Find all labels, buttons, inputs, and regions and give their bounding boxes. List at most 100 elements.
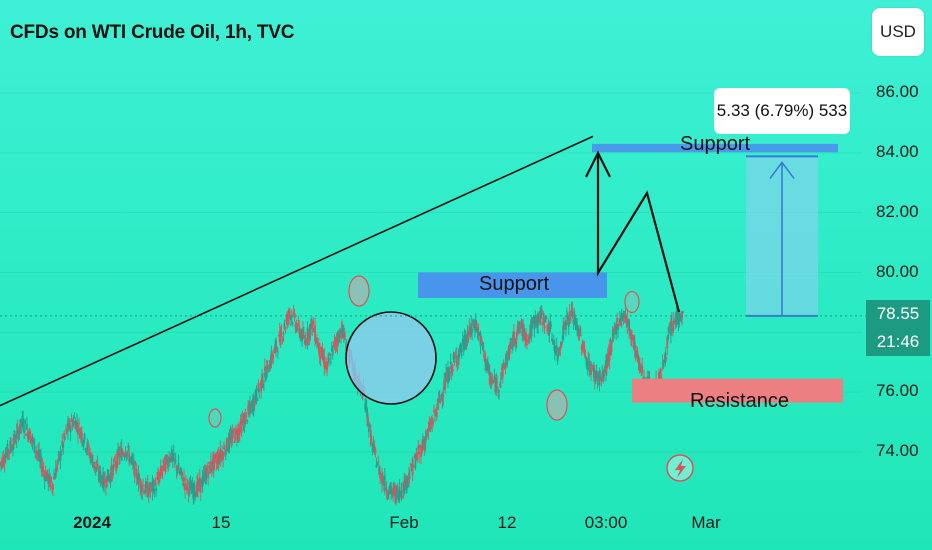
- candle-body: [390, 486, 393, 495]
- candle-body: [120, 448, 123, 461]
- y-tick-label: 82.00: [876, 201, 919, 221]
- candle-body: [553, 345, 556, 354]
- candle-body: [677, 311, 680, 325]
- candle-body: [441, 399, 444, 401]
- candle-body: [130, 457, 132, 459]
- candle-body: [618, 318, 621, 323]
- candle-body: [556, 355, 559, 362]
- candle-body: [20, 422, 23, 426]
- candle-body: [199, 479, 202, 493]
- candle-body: [457, 355, 460, 362]
- candle-body: [304, 338, 307, 346]
- candle-body: [288, 308, 290, 317]
- candle-body: [258, 389, 261, 393]
- candle-body: [174, 460, 177, 462]
- candle-body: [667, 334, 670, 340]
- candle-body: [0, 459, 3, 463]
- candle-body: [289, 311, 291, 314]
- candle-body: [398, 487, 401, 500]
- candle-body: [631, 334, 633, 341]
- candle-body: [72, 420, 75, 425]
- candle-body: [420, 446, 422, 457]
- y-tick-label: 84.00: [876, 141, 919, 161]
- projection-arrow-head: [769, 161, 795, 179]
- candle-body: [185, 486, 188, 491]
- candle-body: [298, 325, 301, 334]
- candle-body: [508, 346, 511, 360]
- candle-body: [328, 358, 330, 362]
- candle-body: [78, 422, 80, 425]
- candle-body: [158, 477, 160, 484]
- candle-body: [479, 333, 482, 347]
- candle-body: [393, 488, 395, 490]
- candle-body: [154, 479, 157, 485]
- candle-body: [524, 337, 526, 341]
- candle-body: [195, 491, 197, 497]
- candle-body: [98, 468, 101, 476]
- candle-body: [460, 343, 462, 352]
- candle-body: [240, 420, 243, 434]
- candle-body: [662, 360, 665, 367]
- candle-body: [519, 326, 522, 328]
- candle-body: [440, 394, 443, 397]
- candle-body: [312, 321, 315, 326]
- candle-body: [564, 322, 566, 327]
- candle-body: [438, 394, 441, 402]
- candle-body: [148, 483, 151, 492]
- candle-body: [635, 351, 638, 355]
- candle-body: [181, 471, 184, 476]
- candle-body: [421, 439, 424, 447]
- candle-body: [52, 484, 54, 490]
- candle-body: [334, 337, 337, 347]
- candle-body: [119, 447, 122, 450]
- candle-body: [575, 321, 578, 330]
- candle-body: [619, 322, 622, 326]
- mid-support-label: Support: [479, 273, 550, 295]
- candle-body: [43, 475, 46, 481]
- candle-body: [104, 478, 106, 483]
- candle-body: [567, 317, 570, 327]
- candle-body: [528, 332, 531, 339]
- candle-body: [225, 438, 228, 450]
- candle-body: [590, 367, 592, 375]
- candle-body: [186, 480, 189, 485]
- candle-body: [463, 335, 466, 350]
- candle-body: [95, 466, 98, 472]
- candle-body: [131, 460, 134, 464]
- candle-body: [545, 317, 548, 319]
- candle-body: [172, 452, 175, 461]
- candle-body: [409, 463, 412, 466]
- candle-body: [150, 483, 153, 486]
- currency-button[interactable]: USD: [872, 8, 924, 56]
- candle-body: [550, 324, 553, 326]
- candle-body: [622, 315, 625, 319]
- candle-body: [584, 356, 587, 358]
- candle-body: [118, 451, 120, 458]
- candle-body: [158, 472, 161, 476]
- candle-body: [381, 473, 383, 484]
- candle-body: [206, 465, 209, 473]
- candle-body: [210, 468, 213, 471]
- candle-body: [400, 490, 403, 496]
- candle-body: [35, 450, 38, 452]
- candle-body: [614, 326, 617, 332]
- candle-body: [491, 379, 494, 381]
- candle-body: [65, 429, 67, 431]
- candle-body: [92, 461, 94, 468]
- x-tick-label: 2024: [73, 513, 111, 532]
- candle-body: [235, 428, 237, 431]
- candle-body: [32, 439, 35, 441]
- candle-body: [493, 375, 496, 380]
- candle-body: [23, 430, 26, 433]
- candle-body: [399, 492, 402, 496]
- candle-body: [167, 463, 170, 467]
- candle-body: [139, 478, 142, 489]
- candle-body: [276, 351, 279, 353]
- candle-body: [434, 413, 436, 416]
- candle-body: [147, 492, 150, 498]
- candle-body: [87, 443, 90, 447]
- candle-body: [624, 316, 627, 318]
- candle-body: [586, 361, 589, 370]
- y-tick-label: 76.00: [876, 381, 919, 401]
